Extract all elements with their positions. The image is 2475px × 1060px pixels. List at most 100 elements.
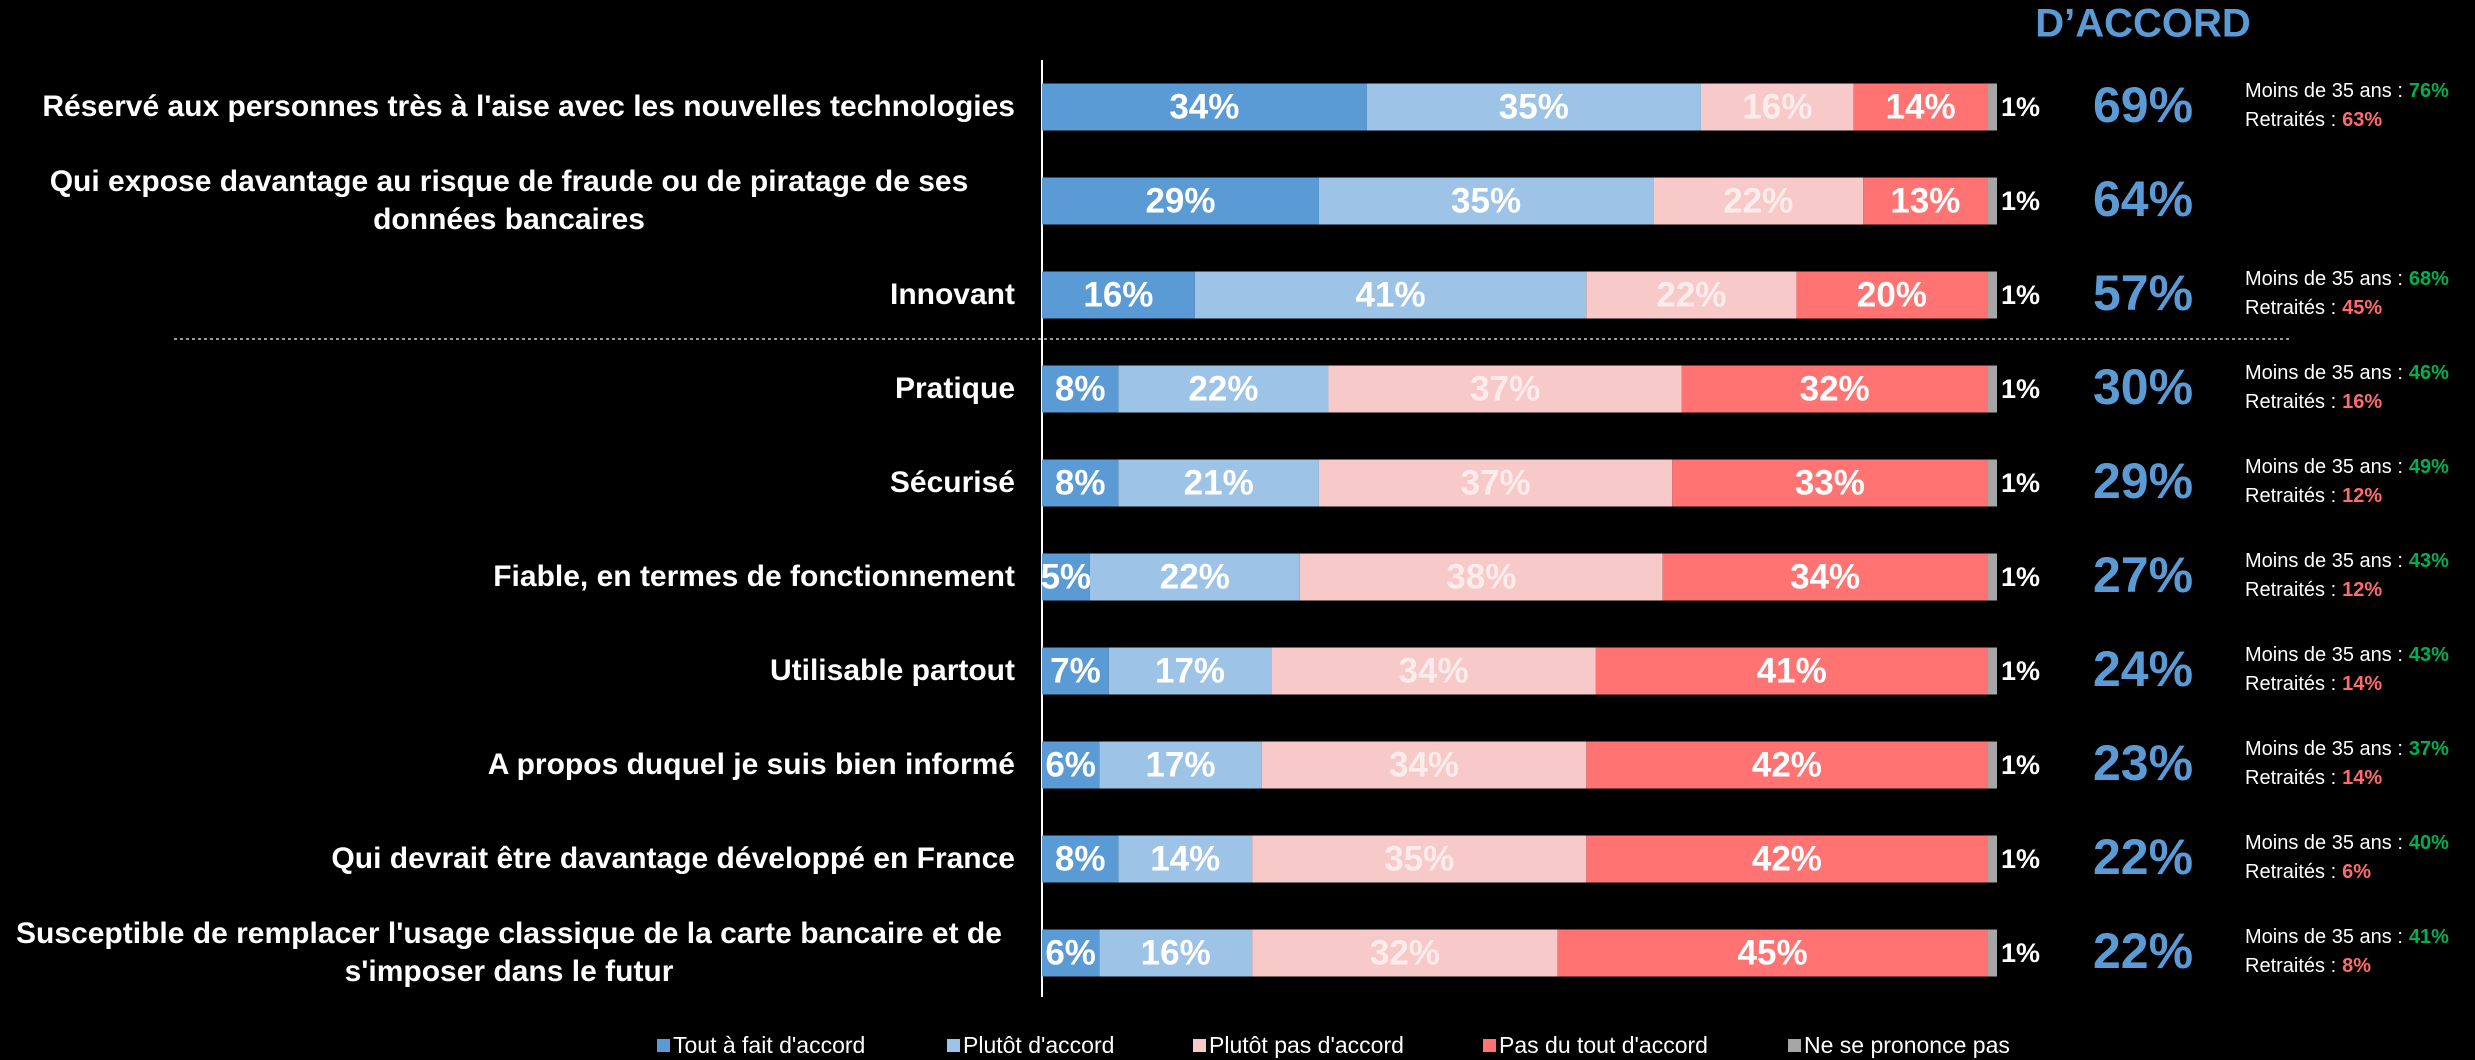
bar-segment bbox=[1586, 741, 1988, 789]
bar-segment bbox=[1796, 271, 1988, 319]
value-label: 38% bbox=[1446, 557, 1516, 596]
bar-segment bbox=[1042, 83, 1367, 131]
value-label: 21% bbox=[1184, 463, 1254, 502]
category-label: Utilisable partout bbox=[0, 652, 1015, 690]
subgroup-label: Retraités : bbox=[2245, 391, 2336, 413]
bar-segment bbox=[1318, 177, 1654, 225]
bar-segment bbox=[1987, 271, 1997, 319]
subgroup-label: Moins de 35 ans : bbox=[2245, 832, 2403, 854]
bar-segment bbox=[1194, 271, 1587, 319]
value-label: 35% bbox=[1451, 181, 1521, 220]
value-label: 1% bbox=[2001, 374, 2040, 404]
subgroup-note: Retraités : 8% bbox=[2245, 955, 2371, 977]
subgroup-value: 41% bbox=[2409, 926, 2449, 948]
bar-segment bbox=[1586, 835, 1988, 883]
bar-segment bbox=[1672, 459, 1988, 507]
value-label: 42% bbox=[1752, 745, 1822, 784]
subgroup-label: Retraités : bbox=[2245, 955, 2336, 977]
total-label: 69% bbox=[2093, 77, 2193, 133]
value-label: 20% bbox=[1857, 275, 1927, 314]
bar-segment bbox=[1118, 835, 1253, 883]
subgroup-note: Retraités : 16% bbox=[2245, 391, 2382, 413]
subgroup-label: Retraités : bbox=[2245, 861, 2336, 883]
value-label: 41% bbox=[1356, 275, 1426, 314]
total-label: 57% bbox=[2093, 265, 2193, 321]
subgroup-note: Moins de 35 ans : 49% bbox=[2245, 456, 2449, 478]
value-label: 45% bbox=[1738, 933, 1808, 972]
subgroup-value: 12% bbox=[2342, 485, 2382, 507]
subgroup-note: Moins de 35 ans : 43% bbox=[2245, 644, 2449, 666]
bar-segment bbox=[1987, 83, 1997, 131]
value-label: 29% bbox=[1145, 181, 1215, 220]
category-text: Réservé aux personnes très à l'aise avec… bbox=[42, 90, 1015, 123]
bar-segment bbox=[1252, 929, 1558, 977]
subgroup-label: Moins de 35 ans : bbox=[2245, 80, 2403, 102]
subgroup-label: Retraités : bbox=[2245, 485, 2336, 507]
subgroup-value: 14% bbox=[2342, 767, 2382, 789]
subgroup-note: Retraités : 63% bbox=[2245, 109, 2382, 131]
bar-segment bbox=[1595, 647, 1988, 695]
value-label: 41% bbox=[1757, 651, 1827, 690]
subgroup-label: Moins de 35 ans : bbox=[2245, 644, 2403, 666]
subgroup-value: 46% bbox=[2409, 362, 2449, 384]
category-label: Qui devrait être davantage développé en … bbox=[0, 840, 1015, 878]
subgroup-label: Moins de 35 ans : bbox=[2245, 926, 2403, 948]
value-label: 32% bbox=[1370, 933, 1440, 972]
bar-segment bbox=[1987, 553, 1997, 601]
value-label: 32% bbox=[1800, 369, 1870, 408]
value-label: 17% bbox=[1145, 745, 1215, 784]
bar-segment bbox=[1987, 365, 1997, 413]
subgroup-value: 49% bbox=[2409, 456, 2449, 478]
bar-segment bbox=[1653, 177, 1864, 225]
subgroup-label: Moins de 35 ans : bbox=[2245, 268, 2403, 290]
subgroup-value: 16% bbox=[2342, 391, 2382, 413]
value-label: 5% bbox=[1041, 557, 1092, 596]
subgroup-label: Retraités : bbox=[2245, 297, 2336, 319]
value-label: 1% bbox=[2001, 844, 2040, 874]
legend-label: Plutôt pas d'accord bbox=[1209, 1032, 1404, 1058]
subgroup-note: Moins de 35 ans : 68% bbox=[2245, 268, 2449, 290]
bar-segment bbox=[1987, 647, 1997, 695]
subgroup-value: 6% bbox=[2342, 861, 2371, 883]
bar-segment bbox=[1108, 647, 1272, 695]
bar-segment bbox=[1987, 177, 1997, 225]
legend-label: Ne se prononce pas bbox=[1804, 1032, 2010, 1058]
bar-segment bbox=[1042, 741, 1100, 789]
legend-swatch bbox=[1788, 1039, 1801, 1052]
value-label: 1% bbox=[2001, 562, 2040, 592]
value-label: 42% bbox=[1752, 839, 1822, 878]
subgroup-label: Moins de 35 ans : bbox=[2245, 456, 2403, 478]
bar-segment bbox=[1863, 177, 1988, 225]
subgroup-value: 43% bbox=[2409, 644, 2449, 666]
subgroup-note: Moins de 35 ans : 76% bbox=[2245, 80, 2449, 102]
value-label: 17% bbox=[1155, 651, 1225, 690]
value-label: 35% bbox=[1499, 87, 1569, 126]
bar-segment bbox=[1042, 553, 1090, 601]
category-text: Utilisable partout bbox=[769, 654, 1015, 687]
subgroup-note: Retraités : 14% bbox=[2245, 673, 2382, 695]
value-label: 16% bbox=[1083, 275, 1153, 314]
category-label: Pratique bbox=[0, 370, 1015, 408]
total-label: 22% bbox=[2093, 923, 2193, 979]
legend-label: Pas du tout d'accord bbox=[1499, 1032, 1708, 1058]
bar-segment bbox=[1042, 177, 1319, 225]
bar-segment bbox=[1042, 459, 1119, 507]
subgroup-value: 76% bbox=[2409, 80, 2449, 102]
subgroup-label: Retraités : bbox=[2245, 109, 2336, 131]
category-label: Qui expose davantage au risque de fraude… bbox=[0, 163, 1015, 239]
subgroup-value: 14% bbox=[2342, 673, 2382, 695]
bar-segment bbox=[1987, 929, 1997, 977]
category-text: Susceptible de remplacer l'usage classiq… bbox=[16, 917, 1002, 988]
category-text: Fiable, en termes de fonctionnement bbox=[493, 560, 1015, 593]
category-text: Sécurisé bbox=[889, 466, 1015, 499]
subgroup-label: Moins de 35 ans : bbox=[2245, 738, 2403, 760]
subgroup-note: Moins de 35 ans : 40% bbox=[2245, 832, 2449, 854]
totals-title: D’ACCORD bbox=[2035, 2, 2251, 46]
bar-segment bbox=[1557, 929, 1988, 977]
bar-segment bbox=[1042, 271, 1195, 319]
category-text: Innovant bbox=[890, 278, 1015, 311]
value-label: 34% bbox=[1399, 651, 1469, 690]
bar-segment bbox=[1586, 271, 1797, 319]
value-label: 16% bbox=[1742, 87, 1812, 126]
